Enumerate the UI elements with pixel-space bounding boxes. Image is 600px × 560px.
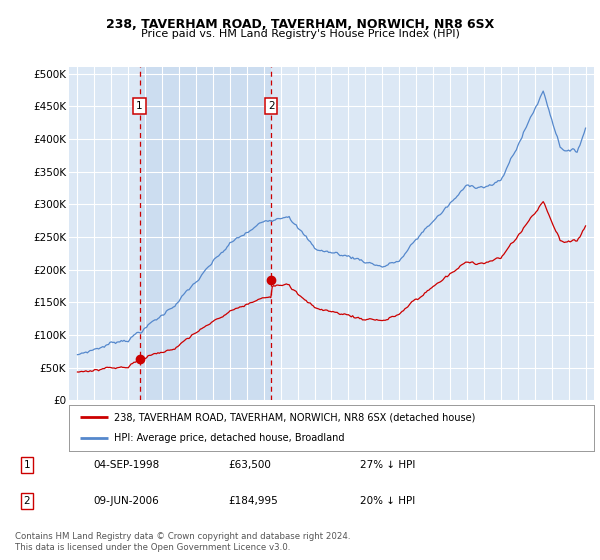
Text: 238, TAVERHAM ROAD, TAVERHAM, NORWICH, NR8 6SX (detached house): 238, TAVERHAM ROAD, TAVERHAM, NORWICH, N…: [113, 412, 475, 422]
Text: 2: 2: [23, 496, 31, 506]
Text: 1: 1: [136, 101, 143, 111]
Text: 1: 1: [23, 460, 31, 470]
Text: 238, TAVERHAM ROAD, TAVERHAM, NORWICH, NR8 6SX: 238, TAVERHAM ROAD, TAVERHAM, NORWICH, N…: [106, 17, 494, 31]
Text: 2: 2: [268, 101, 275, 111]
Bar: [140, 67, 271, 400]
Text: 20% ↓ HPI: 20% ↓ HPI: [360, 496, 415, 506]
Text: HPI: Average price, detached house, Broadland: HPI: Average price, detached house, Broa…: [113, 433, 344, 444]
Text: £184,995: £184,995: [228, 496, 278, 506]
Text: £63,500: £63,500: [228, 460, 271, 470]
Text: 04-SEP-1998: 04-SEP-1998: [93, 460, 159, 470]
Text: 27% ↓ HPI: 27% ↓ HPI: [360, 460, 415, 470]
Text: 09-JUN-2006: 09-JUN-2006: [93, 496, 159, 506]
Text: Contains HM Land Registry data © Crown copyright and database right 2024.
This d: Contains HM Land Registry data © Crown c…: [15, 533, 350, 552]
Text: Price paid vs. HM Land Registry's House Price Index (HPI): Price paid vs. HM Land Registry's House …: [140, 29, 460, 39]
